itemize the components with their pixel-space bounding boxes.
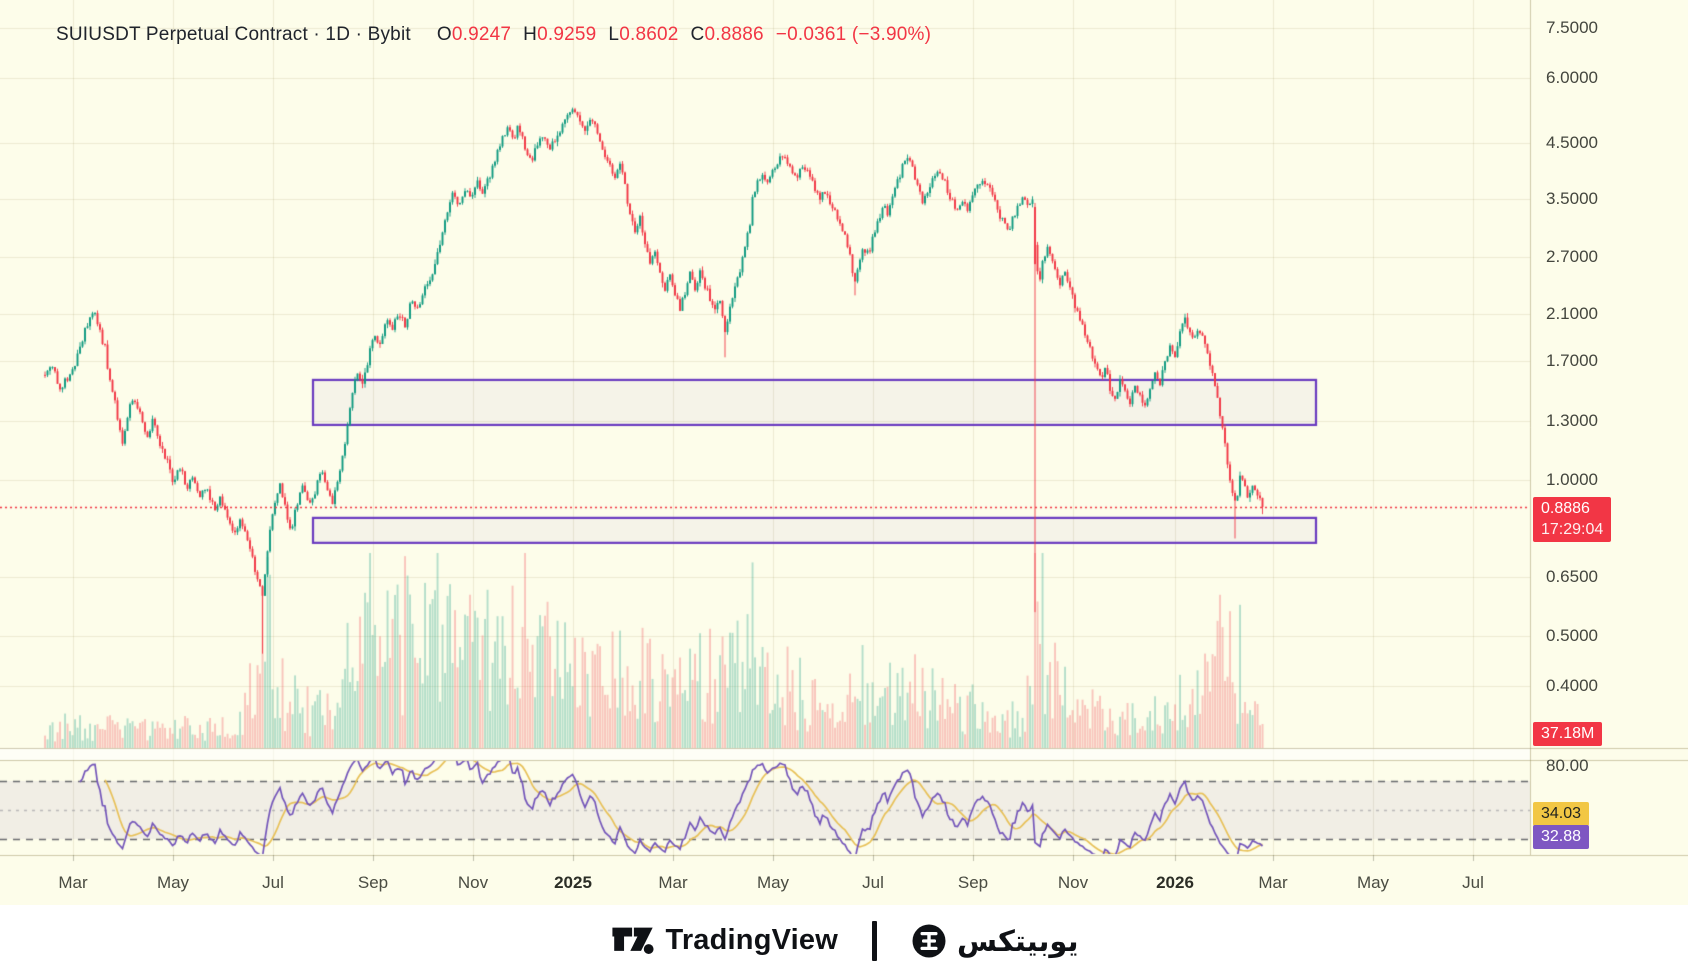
time-tick-label: Mar bbox=[58, 873, 88, 892]
price-tick-label: 1.7000 bbox=[1546, 351, 1598, 371]
time-tick-label: Nov bbox=[1057, 873, 1089, 892]
symbol-title[interactable]: SUIUSDT Perpetual Contract · 1D · Bybit bbox=[56, 24, 411, 45]
price-tick-label: 0.5000 bbox=[1546, 625, 1598, 645]
high-value: 0.9259 bbox=[537, 24, 597, 45]
time-tick-label: Mar bbox=[1258, 873, 1288, 892]
price-tick-label: 2.1000 bbox=[1546, 303, 1598, 323]
time-tick-label: May bbox=[756, 873, 790, 892]
low-value: 0.8602 bbox=[619, 24, 679, 45]
time-tick-label: Mar bbox=[658, 873, 688, 892]
close-value: 0.8886 bbox=[704, 24, 764, 45]
price-tick-label: 3.5000 bbox=[1546, 189, 1598, 209]
time-tick-label: Jul bbox=[262, 873, 284, 892]
time-tick-label: Jul bbox=[1462, 873, 1484, 892]
volume-badge: 37.18M bbox=[1533, 722, 1603, 746]
time-tick-label: Sep bbox=[957, 873, 989, 892]
chart-region: SUIUSDT Perpetual Contract · 1D · Bybit O… bbox=[0, 0, 1688, 905]
open-label: O bbox=[436, 24, 452, 45]
price-chart-canvas[interactable] bbox=[0, 0, 1688, 905]
time-tick-label: 2025 bbox=[554, 873, 592, 892]
time-tick-label: May bbox=[156, 873, 190, 892]
close-label: C bbox=[690, 24, 705, 45]
price-tick-label: 4.5000 bbox=[1546, 132, 1598, 152]
rsi-value-badge: 32.88 bbox=[1533, 825, 1590, 849]
last-price-badge: 0.8886 17:29:04 bbox=[1533, 497, 1612, 542]
open-value: 0.9247 bbox=[451, 24, 512, 45]
price-tick-label: 2.7000 bbox=[1546, 247, 1598, 267]
time-tick-label: Nov bbox=[457, 873, 489, 892]
price-tick-label: 7.5000 bbox=[1546, 18, 1598, 37]
price-tick-label: 0.6500 bbox=[1546, 567, 1598, 587]
low-label: L bbox=[608, 24, 620, 45]
tradingview-logo-icon bbox=[611, 927, 654, 954]
tradingview-wordmark: TradingView bbox=[665, 924, 838, 956]
tradingview-link[interactable]: TradingView bbox=[610, 924, 839, 958]
bar-countdown: 17:29:04 bbox=[1541, 521, 1604, 538]
partner-logo-icon bbox=[912, 924, 946, 957]
high-label: H bbox=[523, 24, 538, 45]
partner-wordmark: يوبيتكس bbox=[957, 923, 1079, 958]
time-tick-label: Jul bbox=[862, 873, 884, 892]
last-price-value: 0.8886 bbox=[1541, 500, 1590, 517]
rsi-scale-label: 80.00 bbox=[1546, 756, 1589, 775]
attribution-footer: TradingView يوبيتكس bbox=[0, 905, 1688, 976]
chart-legend: SUIUSDT Perpetual Contract · 1D · Bybit O… bbox=[56, 24, 931, 46]
time-tick-label: May bbox=[1356, 873, 1390, 892]
price-tick-label: 0.4000 bbox=[1546, 676, 1598, 696]
price-tick-label: 1.3000 bbox=[1546, 411, 1598, 431]
price-tick-label: 1.0000 bbox=[1546, 470, 1598, 490]
change-value: −0.0361 (−3.90%) bbox=[775, 24, 932, 45]
time-tick-label: Sep bbox=[357, 873, 389, 892]
footer-separator bbox=[872, 920, 877, 961]
partner-brand[interactable]: يوبيتكس bbox=[911, 923, 1079, 959]
time-tick-label: 2026 bbox=[1156, 873, 1194, 892]
price-tick-label: 6.0000 bbox=[1546, 68, 1598, 88]
rsi-ma-badge: 34.03 bbox=[1533, 802, 1590, 826]
